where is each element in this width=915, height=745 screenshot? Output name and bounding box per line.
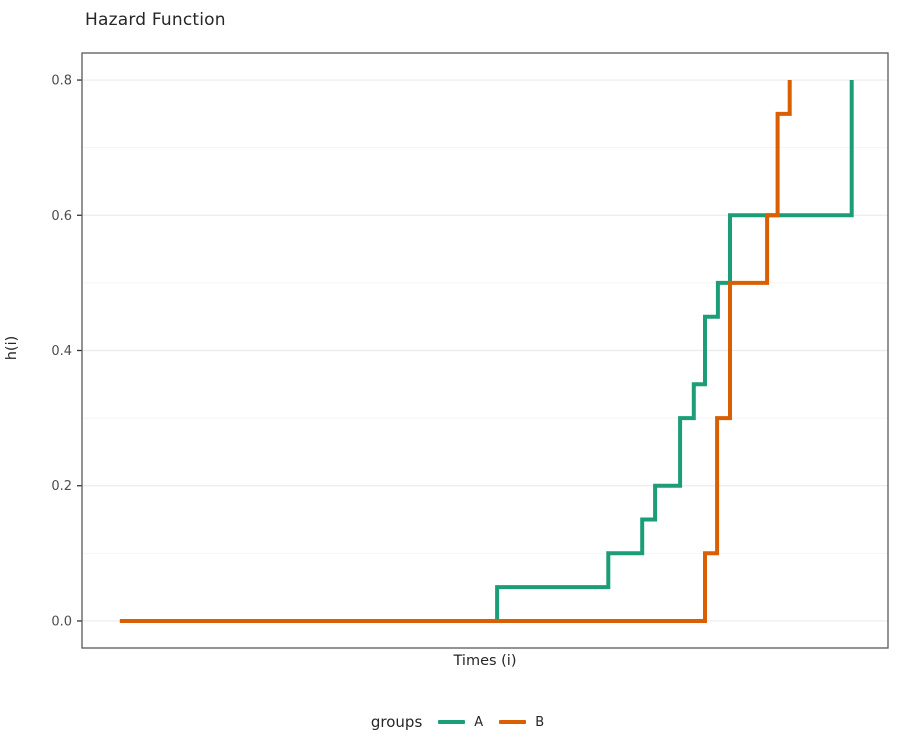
legend-swatch-b-icon (499, 720, 527, 724)
y-tick-label: 0.8 (51, 74, 72, 89)
y-tick-label: 0.2 (51, 479, 72, 494)
y-tick-label: 0.6 (51, 209, 72, 224)
legend-swatch-a-icon (438, 720, 466, 724)
y-tick-label: 0.4 (51, 344, 72, 359)
legend-title: groups (370, 713, 423, 731)
series-line-a (119, 80, 854, 623)
legend-entry-b: B (499, 715, 544, 730)
plot-title: Hazard Function (85, 10, 226, 30)
panel-border (81, 52, 889, 649)
legend-label-b: B (535, 714, 545, 730)
series-line-b (119, 80, 792, 623)
y-tick-label: 0.0 (51, 614, 72, 629)
legend: groups A B (0, 707, 915, 737)
y-axis-title: h(i) (4, 335, 20, 361)
x-axis-title: Times (i) (453, 653, 517, 669)
legend-entry-a: A (438, 715, 483, 730)
legend-label-a: A (474, 714, 484, 730)
